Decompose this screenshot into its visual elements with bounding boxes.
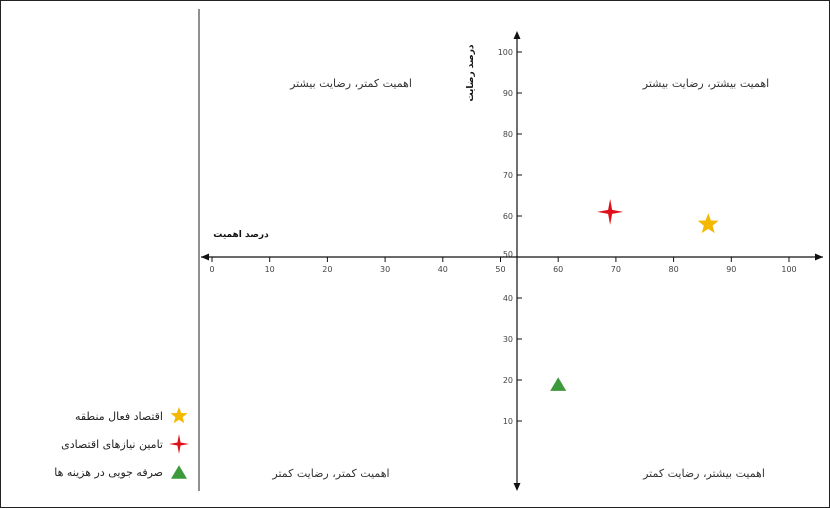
y-axis-label: درصد رضایت [466,44,476,101]
y-tick-label: 50 [503,250,513,259]
y-tick-label: 10 [503,417,513,426]
quadrant-label-bottom-left: اهمیت کمتر، رضایت کمتر [271,467,389,480]
y-tick-label: 100 [498,48,513,57]
y-tick-label: 20 [503,376,513,385]
x-axis-label: درصد اهمیت [213,230,269,240]
x-tick-label: 70 [611,265,621,274]
legend-marker [169,434,189,454]
legend: اقتصاد فعال منطقه تامین نیازهای اقتصادی صر… [54,407,189,479]
quadrant-label-top-right: اهمیت بیشتر، رضایت بیشتر [642,77,769,90]
x-tick-label: 60 [553,265,563,274]
x-tick-label: 50 [495,265,505,274]
x-tick-label: 0 [209,265,214,274]
x-tick-label: 10 [265,265,275,274]
quadrant-label-top-left: اهمیت کمتر، رضایت بیشتر [289,77,412,90]
y-tick-label: 30 [503,335,513,344]
quadrant-label-bottom-right: اهمیت بیشتر، رضایت کمتر [642,467,765,480]
data-point [697,213,719,234]
legend-entry-label: تامین نیازهای اقتصادی [61,438,163,451]
x-tick-label: 80 [669,265,679,274]
data-point [597,198,624,225]
x-axis-arrow-left [201,253,209,261]
y-tick-label: 90 [503,89,513,98]
legend-marker [170,407,188,424]
x-tick-label: 30 [380,265,390,274]
y-axis-arrow-up [513,31,521,39]
data-points [550,198,719,391]
y-tick-label: 70 [503,171,513,180]
x-axis-arrow-right [815,253,823,261]
x-tick-label: 40 [438,265,448,274]
legend-entry-label: صرفه جویی در هزینه ها [54,466,163,479]
y-tick-label: 40 [503,294,513,303]
y-tick-label: 80 [503,130,513,139]
legend-marker [171,465,187,479]
y-tick-label: 60 [503,212,513,221]
y-axis-ticks: 10 20 30 40 50 60 70 80 90 100 [498,48,522,426]
data-point [550,377,567,391]
y-axis-arrow-down [513,483,521,491]
x-tick-label: 90 [726,265,736,274]
x-tick-label: 20 [322,265,332,274]
x-axis-ticks: 0 10 20 30 40 50 60 70 80 90 100 [209,257,797,274]
legend-entry-label: اقتصاد فعال منطقه [75,410,163,423]
x-tick-label: 100 [781,265,796,274]
